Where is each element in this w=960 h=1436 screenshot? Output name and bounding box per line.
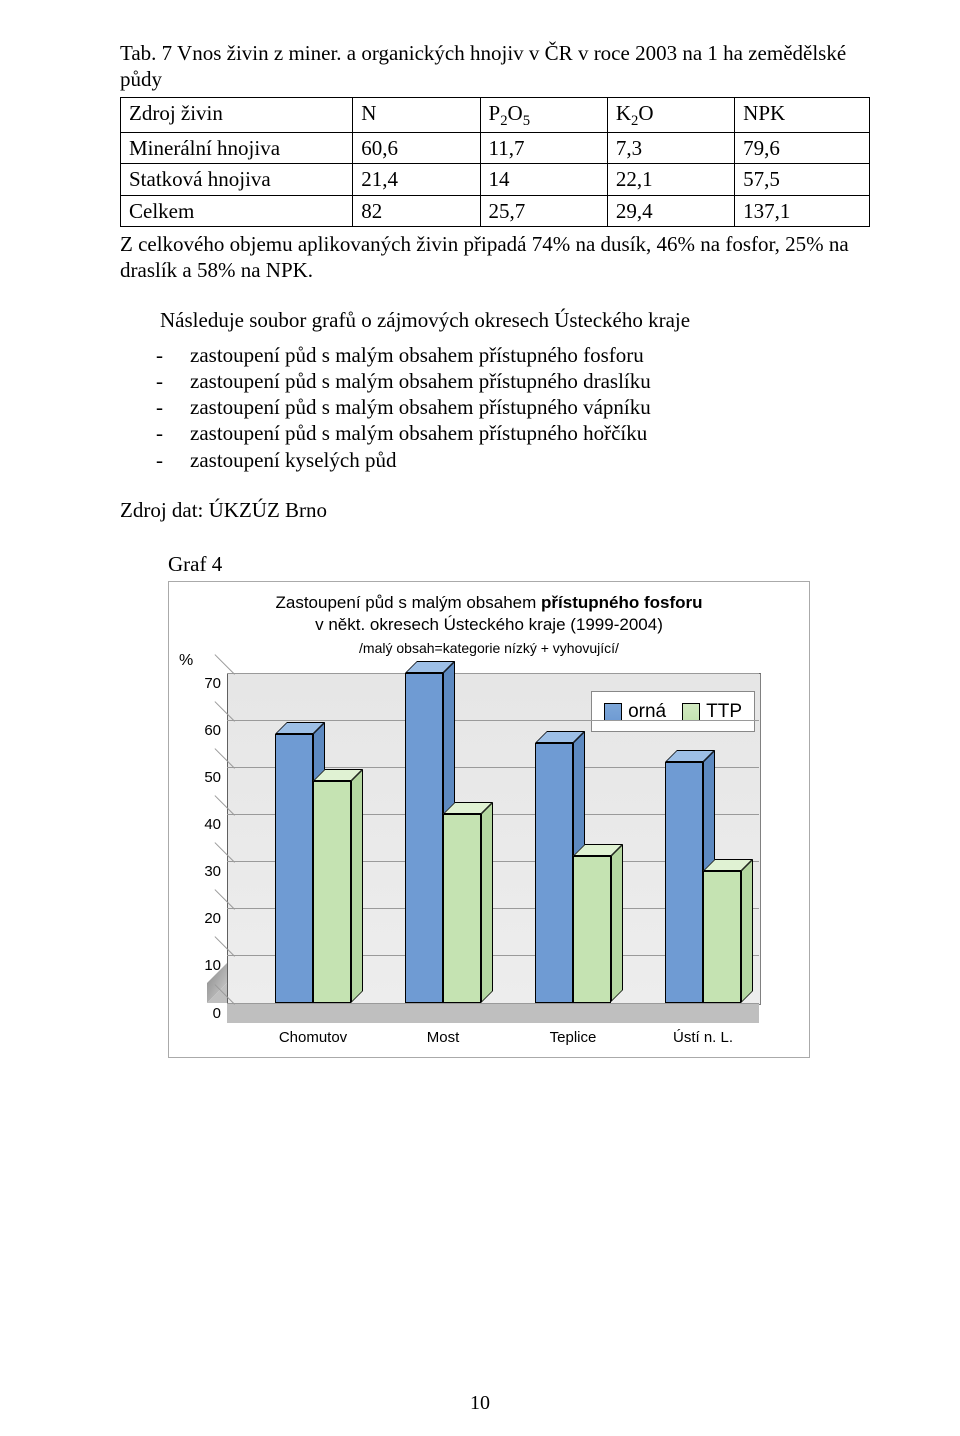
bar [703, 871, 741, 1003]
table-cell: Minerální hnojiva [121, 133, 353, 164]
chart-title-bold: přístupného fosforu [541, 593, 702, 612]
table-header: Zdroj živin [121, 97, 353, 133]
chart-plot: % orná TTP 010203040506070ChomutovMostTe… [203, 673, 783, 1043]
bar [313, 781, 351, 1003]
table-caption: Tab. 7 Vnos živin z miner. a organických… [120, 40, 870, 93]
table-cell: 22,1 [607, 164, 734, 195]
table-cell: 57,5 [735, 164, 870, 195]
table-cell: 79,6 [735, 133, 870, 164]
chart-container: Zastoupení půd s malým obsahem přístupné… [168, 581, 810, 1057]
table-note: Z celkového objemu aplikovaných živin př… [120, 231, 870, 284]
x-tick-label: Chomutov [253, 1029, 373, 1048]
x-tick-label: Most [383, 1029, 503, 1048]
table-row: Statková hnojiva21,41422,157,5 [121, 164, 870, 195]
bar [275, 734, 313, 1003]
gridline [227, 720, 759, 721]
list-item: zastoupení půd s malým obsahem přístupné… [120, 342, 870, 368]
y-tick-label: 70 [181, 675, 221, 694]
chart-legend: orná TTP [591, 691, 755, 733]
chart-title: Zastoupení půd s malým obsahem přístupné… [169, 592, 809, 658]
table-cell: 14 [480, 164, 607, 195]
data-table: Zdroj živinNP2O5K2ONPK Minerální hnojiva… [120, 97, 870, 227]
table-cell: 82 [353, 195, 480, 226]
y-tick-label: 0 [181, 1005, 221, 1024]
legend-swatch-green [682, 703, 700, 721]
y-tick-label: 10 [181, 957, 221, 976]
y-tick-label: 60 [181, 722, 221, 741]
table-header: N [353, 97, 480, 133]
table-cell: Celkem [121, 195, 353, 226]
bar [405, 673, 443, 1003]
list-item: zastoupení půd s malým obsahem přístupné… [120, 368, 870, 394]
list-item: zastoupení kyselých půd [120, 447, 870, 473]
y-tick-label: 30 [181, 863, 221, 882]
table-header: P2O5 [480, 97, 607, 133]
legend-swatch-blue [604, 703, 622, 721]
table-cell: 7,3 [607, 133, 734, 164]
page-number: 10 [0, 1391, 960, 1416]
x-tick-label: Ústí n. L. [643, 1029, 763, 1048]
intro-text: Následuje soubor grafů o zájmových okres… [120, 307, 870, 333]
list-item: zastoupení půd s malým obsahem přístupné… [120, 420, 870, 446]
chart-title-part1: Zastoupení půd s malým obsahem [275, 593, 541, 612]
data-source: Zdroj dat: ÚKZÚZ Brno [120, 497, 870, 523]
table-cell: 11,7 [480, 133, 607, 164]
bar [443, 814, 481, 1003]
y-tick-label: 40 [181, 816, 221, 835]
table-header: NPK [735, 97, 870, 133]
table-row: Minerální hnojiva60,611,77,379,6 [121, 133, 870, 164]
graf-label: Graf 4 [168, 551, 870, 577]
x-tick-label: Teplice [513, 1029, 633, 1048]
gridline [227, 673, 759, 674]
y-tick-label: 50 [181, 769, 221, 788]
table-cell: 25,7 [480, 195, 607, 226]
y-tick-label: 20 [181, 910, 221, 929]
table-cell: Statková hnojiva [121, 164, 353, 195]
table-header: K2O [607, 97, 734, 133]
table-cell: 29,4 [607, 195, 734, 226]
bar [535, 743, 573, 1002]
legend-label-0: orná [628, 701, 666, 722]
table-row: Celkem8225,729,4137,1 [121, 195, 870, 226]
table-cell: 21,4 [353, 164, 480, 195]
table-cell: 137,1 [735, 195, 870, 226]
bar [665, 762, 703, 1002]
bar [573, 856, 611, 1002]
table-cell: 60,6 [353, 133, 480, 164]
chart-title-line2: v někt. okresech Ústeckého kraje (1999-2… [315, 615, 663, 634]
y-axis-unit: % [179, 651, 193, 671]
chart-title-line3: /malý obsah=kategorie nízký + vyhovující… [359, 640, 619, 656]
gridline [227, 1003, 759, 1004]
bullet-list: zastoupení půd s malým obsahem přístupné… [120, 342, 870, 473]
list-item: zastoupení půd s malým obsahem přístupné… [120, 394, 870, 420]
chart-floor [227, 1003, 759, 1023]
legend-label-1: TTP [706, 701, 742, 722]
